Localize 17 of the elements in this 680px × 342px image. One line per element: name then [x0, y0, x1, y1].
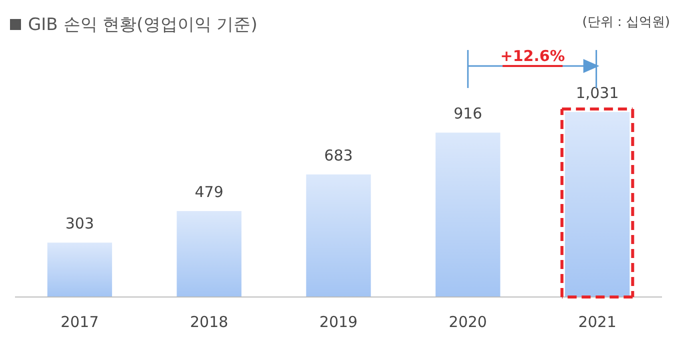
bar: [306, 174, 371, 297]
data-label: 303: [65, 214, 94, 233]
bar: [436, 132, 500, 297]
bar: [176, 211, 242, 297]
x-tick-label: 2021: [578, 313, 616, 331]
data-label: 916: [454, 104, 482, 123]
bar: [47, 242, 112, 297]
x-tick-label: 2020: [448, 313, 487, 331]
text: +12.6%: [500, 47, 565, 65]
data-label: 683: [324, 146, 353, 164]
data-label: 1,031: [576, 84, 619, 102]
x-tick-label: 2017: [60, 313, 99, 331]
chart-title: GIB 손익 현황(영업이익 기준): [28, 15, 258, 35]
text: (단위 : 십억원): [582, 15, 670, 30]
x-tick-label: 2018: [190, 313, 228, 331]
data-label: 479: [194, 183, 224, 202]
x-tick-label: 2019: [319, 313, 358, 331]
